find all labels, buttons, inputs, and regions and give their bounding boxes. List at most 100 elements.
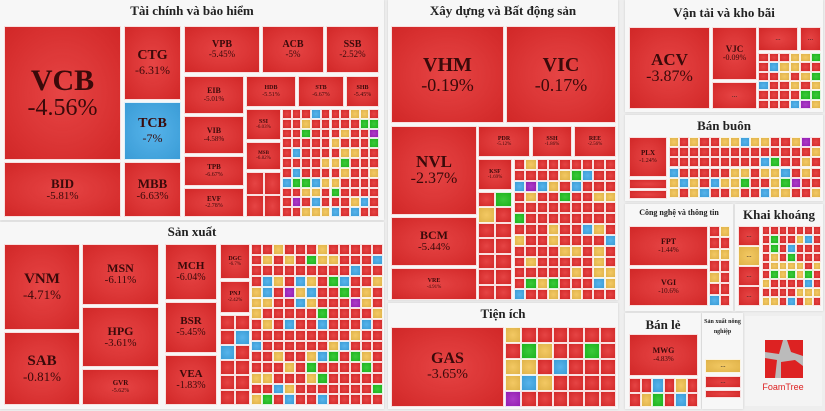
- stock-tile[interactable]: [604, 191, 616, 203]
- stock-tile[interactable]: [505, 391, 521, 407]
- stock-tile[interactable]: VGI -10.6%: [629, 268, 708, 306]
- stock-tile[interactable]: PNJ -2.42%: [220, 281, 250, 313]
- stock-tile[interactable]: [306, 394, 317, 405]
- stock-tile[interactable]: [582, 180, 594, 192]
- stock-tile[interactable]: [306, 308, 317, 320]
- stock-tile[interactable]: ACV -3.87%: [629, 27, 710, 109]
- stock-tile[interactable]: [340, 118, 350, 129]
- stock-tile[interactable]: VJC -0.09%: [712, 27, 757, 80]
- stock-tile[interactable]: [719, 167, 730, 178]
- stock-tile[interactable]: [317, 308, 328, 320]
- stock-tile[interactable]: [719, 283, 730, 295]
- stock-tile[interactable]: [495, 207, 512, 223]
- stock-tile[interactable]: [328, 340, 339, 352]
- stock-tile[interactable]: [284, 372, 295, 384]
- stock-tile[interactable]: [582, 213, 594, 225]
- stock-tile[interactable]: [295, 340, 306, 352]
- stock-tile[interactable]: EVF -2.78%: [184, 188, 244, 217]
- stock-tile[interactable]: [359, 197, 370, 208]
- stock-tile[interactable]: [780, 187, 791, 198]
- stock-tile[interactable]: [273, 254, 284, 266]
- stock-tile[interactable]: [719, 177, 730, 188]
- stock-tile[interactable]: [372, 244, 383, 255]
- stock-tile[interactable]: [295, 351, 306, 363]
- stock-tile[interactable]: [770, 297, 779, 306]
- stock-tile[interactable]: [284, 351, 295, 363]
- stock-tile[interactable]: [582, 202, 594, 214]
- stock-tile[interactable]: [739, 157, 751, 168]
- stock-tile[interactable]: [804, 279, 813, 289]
- stock-tile[interactable]: [361, 329, 372, 341]
- stock-tile[interactable]: [593, 256, 605, 268]
- stock-tile[interactable]: [369, 207, 379, 217]
- stock-tile[interactable]: [320, 109, 331, 119]
- stock-tile[interactable]: [361, 362, 372, 373]
- stock-tile[interactable]: [770, 137, 781, 148]
- stock-tile[interactable]: [739, 167, 751, 178]
- stock-tile[interactable]: [317, 383, 328, 395]
- stock-tile[interactable]: [262, 265, 273, 277]
- stock-tile[interactable]: [311, 148, 321, 159]
- stock-tile[interactable]: [810, 187, 821, 198]
- stock-tile[interactable]: [686, 392, 698, 407]
- stock-tile[interactable]: [311, 207, 321, 217]
- stock-tile[interactable]: [790, 177, 801, 188]
- stock-tile[interactable]: [559, 169, 571, 181]
- stock-tile[interactable]: [699, 147, 710, 158]
- stock-tile[interactable]: STB -6.67%: [298, 76, 344, 107]
- stock-tile[interactable]: [570, 159, 582, 170]
- stock-tile[interactable]: [361, 383, 372, 395]
- stock-tile[interactable]: [284, 244, 295, 255]
- stock-tile[interactable]: [330, 158, 341, 168]
- stock-tile[interactable]: [709, 271, 720, 284]
- stock-tile[interactable]: [505, 327, 521, 343]
- stock-tile[interactable]: [812, 279, 821, 289]
- stock-tile[interactable]: [495, 192, 512, 208]
- stock-tile[interactable]: [525, 256, 537, 268]
- stock-tile[interactable]: VEA -1.83%: [165, 355, 217, 405]
- stock-tile[interactable]: [291, 109, 302, 119]
- stock-tile[interactable]: [548, 289, 560, 300]
- stock-tile[interactable]: [282, 148, 292, 159]
- stock-tile[interactable]: [514, 278, 526, 290]
- stock-tile[interactable]: [787, 288, 796, 298]
- stock-tile[interactable]: [339, 244, 350, 255]
- stock-tile[interactable]: [361, 351, 372, 363]
- stock-tile[interactable]: [235, 345, 250, 360]
- stock-tile[interactable]: [584, 343, 601, 359]
- stock-tile[interactable]: [350, 244, 361, 255]
- stock-tile[interactable]: [789, 62, 800, 72]
- stock-tile[interactable]: [350, 383, 361, 395]
- stock-tile[interactable]: [559, 256, 571, 268]
- stock-tile[interactable]: [284, 286, 295, 298]
- stock-tile[interactable]: [525, 245, 537, 257]
- stock-tile[interactable]: [679, 157, 690, 168]
- stock-tile[interactable]: EIB -5.01%: [184, 76, 244, 114]
- stock-tile[interactable]: [679, 187, 690, 198]
- stock-tile[interactable]: [328, 362, 339, 373]
- stock-tile[interactable]: [339, 340, 350, 352]
- stock-tile[interactable]: MCH -6.04%: [165, 244, 217, 300]
- stock-tile[interactable]: [709, 167, 720, 178]
- stock-tile[interactable]: [604, 289, 616, 300]
- stock-tile[interactable]: [282, 128, 292, 139]
- stock-tile[interactable]: [350, 265, 361, 277]
- stock-tile[interactable]: [709, 187, 720, 198]
- stock-tile[interactable]: [262, 329, 273, 341]
- stock-tile[interactable]: [262, 297, 273, 309]
- stock-tile[interactable]: [593, 289, 605, 300]
- stock-tile[interactable]: [295, 372, 306, 384]
- stock-tile[interactable]: [235, 390, 250, 405]
- stock-tile[interactable]: [795, 261, 805, 271]
- stock-tile[interactable]: [340, 197, 350, 208]
- stock-tile[interactable]: [758, 71, 769, 81]
- stock-tile[interactable]: [789, 90, 800, 100]
- stock-tile[interactable]: [770, 226, 779, 235]
- stock-tile[interactable]: [675, 378, 687, 393]
- stock-tile[interactable]: [273, 276, 284, 287]
- stock-tile[interactable]: [709, 283, 720, 295]
- stock-tile[interactable]: [262, 244, 273, 255]
- stock-tile[interactable]: ...: [800, 27, 821, 51]
- stock-tile[interactable]: [220, 375, 235, 390]
- stock-tile[interactable]: [495, 238, 512, 254]
